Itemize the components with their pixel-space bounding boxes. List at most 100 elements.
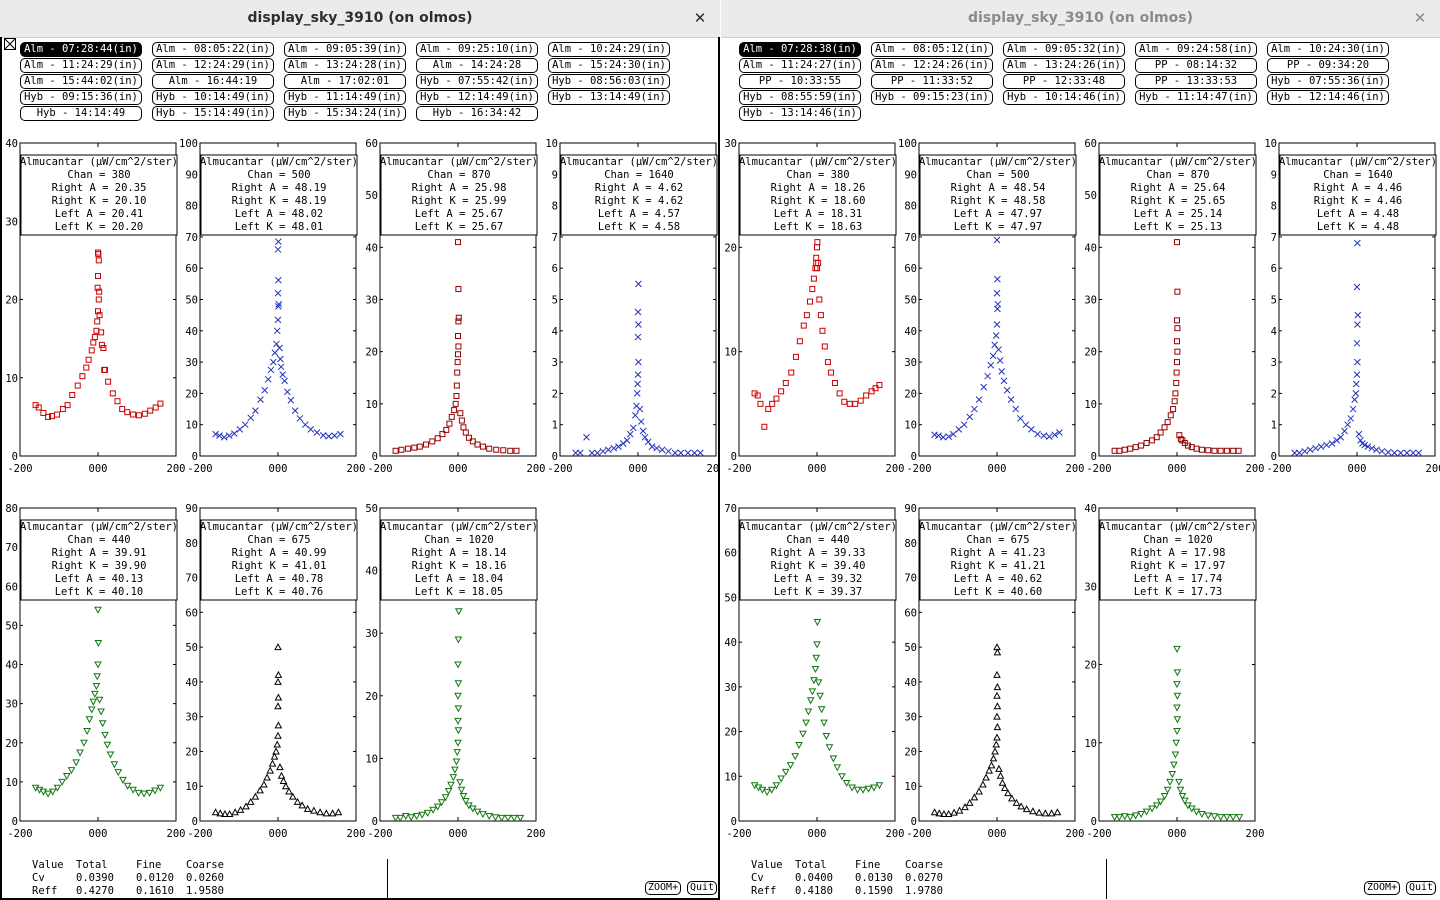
dataset-button[interactable]: Hyb - 08:56:03(in) bbox=[548, 74, 670, 89]
plot-panel: 0 1 2 3 4 5 6 7 8 9 10 -200 000 200 Almucantar (μW/cm^… bbox=[1264, 138, 1440, 475]
dataset-button[interactable]: Alm - 13:24:26(in) bbox=[1003, 58, 1125, 73]
dataset-button[interactable]: Alm - 11:24:29(in) bbox=[20, 58, 142, 73]
y-tick-label: 90 bbox=[185, 503, 198, 515]
dataset-button[interactable]: Hyb - 07:55:42(in) bbox=[416, 74, 538, 89]
dataset-button[interactable]: Alm - 15:44:02(in) bbox=[20, 74, 142, 89]
dataset-button[interactable]: Alm - 11:24:27(in) bbox=[739, 58, 861, 73]
dataset-button[interactable]: Alm - 17:02:01 bbox=[284, 74, 406, 89]
plot-stat: Chan = 380 bbox=[67, 169, 130, 181]
dataset-button[interactable]: Hyb - 08:55:59(in) bbox=[739, 90, 861, 105]
data-point bbox=[1148, 805, 1156, 813]
dataset-button[interactable]: Hyb - 11:14:47(in) bbox=[1135, 90, 1257, 105]
titlebar[interactable]: display_sky_3910 (on olmos) ✕ bbox=[721, 0, 1440, 38]
close-icon[interactable]: ✕ bbox=[693, 9, 707, 27]
x-tick-label: -200 bbox=[906, 828, 931, 837]
data-point bbox=[812, 265, 819, 272]
data-point bbox=[831, 379, 838, 386]
data-point bbox=[1403, 449, 1411, 457]
data-point bbox=[1210, 813, 1219, 821]
dataset-button[interactable]: Hyb - 07:55:36(in) bbox=[1267, 74, 1389, 89]
data-point bbox=[274, 670, 283, 678]
x-tick-label: -200 bbox=[1266, 463, 1291, 475]
dataset-button[interactable]: Alm - 09:05:39(in) bbox=[284, 42, 406, 57]
data-point bbox=[274, 693, 283, 701]
dataset-button[interactable]: Hyb - 12:14:46(in) bbox=[1267, 90, 1389, 105]
dataset-button[interactable]: Hyb - 13:14:46(in) bbox=[739, 106, 861, 121]
titlebar[interactable]: display_sky_3910 (on olmos) ✕ bbox=[0, 0, 720, 38]
y-tick-label: 40 bbox=[185, 677, 198, 689]
data-point bbox=[993, 670, 1001, 678]
dataset-button[interactable]: Alm - 07:28:44(in) bbox=[20, 42, 142, 57]
dataset-button[interactable]: Hyb - 14:14:49 bbox=[20, 106, 142, 121]
dataset-button[interactable]: PP - 12:33:48 bbox=[1003, 74, 1125, 89]
data-point bbox=[1333, 436, 1341, 444]
window-left: display_sky_3910 (on olmos) ✕ Alm - 07:2… bbox=[0, 0, 720, 900]
dataset-button[interactable]: PP - 09:34:20 bbox=[1267, 58, 1389, 73]
data-point bbox=[109, 390, 116, 397]
dataset-button[interactable]: Alm - 09:24:58(in) bbox=[1135, 42, 1257, 57]
data-point bbox=[979, 780, 987, 788]
dataset-button[interactable]: Hyb - 11:14:49(in) bbox=[284, 90, 406, 105]
data-point bbox=[231, 808, 239, 816]
dataset-button[interactable]: Alm - 15:24:30(in) bbox=[548, 58, 670, 73]
close-icon[interactable]: ✕ bbox=[1413, 9, 1427, 27]
y-tick-label: 20 bbox=[724, 242, 737, 254]
data-point bbox=[814, 679, 823, 687]
dataset-button[interactable]: Hyb - 10:14:46(in) bbox=[1003, 90, 1125, 105]
data-point bbox=[634, 380, 641, 388]
dataset-button[interactable]: Alm - 09:25:10(in) bbox=[416, 42, 538, 57]
data-point bbox=[281, 782, 290, 790]
data-point bbox=[454, 608, 463, 616]
data-point bbox=[451, 766, 459, 774]
dataset-button[interactable]: Hyb - 12:14:49(in) bbox=[416, 90, 538, 105]
dataset-button[interactable]: PP - 10:33:55 bbox=[739, 74, 861, 89]
data-point bbox=[633, 390, 641, 397]
zoom-button[interactable]: ZOOM+ bbox=[1364, 881, 1401, 895]
data-point bbox=[945, 433, 952, 440]
x-tick-label: 200 bbox=[886, 828, 905, 837]
dataset-button[interactable]: Alm - 08:05:22(in) bbox=[152, 42, 274, 57]
dataset-button[interactable]: Hyb - 15:34:24(in) bbox=[284, 106, 406, 121]
data-point bbox=[989, 754, 998, 762]
data-point bbox=[1368, 444, 1376, 452]
dataset-button[interactable]: Alm - 13:24:28(in) bbox=[284, 58, 406, 73]
x-tick-label: -200 bbox=[367, 463, 392, 475]
closebox-icon[interactable] bbox=[4, 38, 16, 50]
dataset-button[interactable]: Hyb - 09:15:23(in) bbox=[871, 90, 993, 105]
zoom-button[interactable]: ZOOM+ bbox=[645, 881, 682, 895]
quit-button[interactable]: Quit bbox=[1406, 881, 1437, 895]
dataset-button[interactable]: Alm - 14:24:28 bbox=[416, 58, 538, 73]
data-point bbox=[1045, 433, 1053, 440]
quit-button[interactable]: Quit bbox=[687, 881, 718, 895]
dataset-button[interactable]: Alm - 07:28:38(in) bbox=[739, 42, 861, 57]
dataset-button[interactable]: Hyb - 15:14:49(in) bbox=[152, 106, 274, 121]
data-point bbox=[510, 814, 519, 822]
data-point bbox=[454, 661, 462, 669]
dataset-button[interactable]: Hyb - 16:34:42 bbox=[416, 106, 538, 121]
data-point bbox=[454, 705, 463, 713]
dataset-button[interactable]: Alm - 12:24:29(in) bbox=[152, 58, 274, 73]
dataset-button[interactable]: PP - 08:14:32 bbox=[1135, 58, 1257, 73]
dataset-button[interactable]: Hyb - 10:14:49(in) bbox=[152, 90, 274, 105]
dataset-button[interactable]: PP - 13:33:53 bbox=[1135, 74, 1257, 89]
dataset-button[interactable]: Alm - 08:05:12(in) bbox=[871, 42, 993, 57]
y-tick-label: 20 bbox=[904, 388, 917, 400]
y-tick-label: 7 bbox=[1271, 232, 1277, 244]
window-title: display_sky_3910 (on olmos) bbox=[247, 10, 473, 26]
data-point bbox=[576, 449, 584, 457]
data-point bbox=[605, 446, 612, 454]
y-tick-label: 60 bbox=[724, 548, 737, 560]
dataset-button[interactable]: Hyb - 09:15:36(in) bbox=[20, 90, 142, 105]
dataset-button[interactable]: Alm - 09:05:32(in) bbox=[1003, 42, 1125, 57]
data-point bbox=[634, 308, 642, 316]
dataset-button[interactable]: Alm - 10:24:30(in) bbox=[1267, 42, 1389, 57]
data-point bbox=[816, 692, 824, 700]
dataset-button[interactable]: PP - 11:33:52 bbox=[871, 74, 993, 89]
dataset-button[interactable]: Alm - 12:24:26(in) bbox=[871, 58, 993, 73]
data-point bbox=[802, 719, 810, 727]
dataset-button[interactable]: Alm - 10:24:29(in) bbox=[548, 42, 670, 57]
dataset-button[interactable]: Alm - 16:44:19 bbox=[152, 74, 274, 89]
y-tick-label: 40 bbox=[1084, 242, 1097, 254]
dataset-button[interactable]: Hyb - 13:14:49(in) bbox=[548, 90, 670, 105]
data-point bbox=[1149, 437, 1156, 444]
